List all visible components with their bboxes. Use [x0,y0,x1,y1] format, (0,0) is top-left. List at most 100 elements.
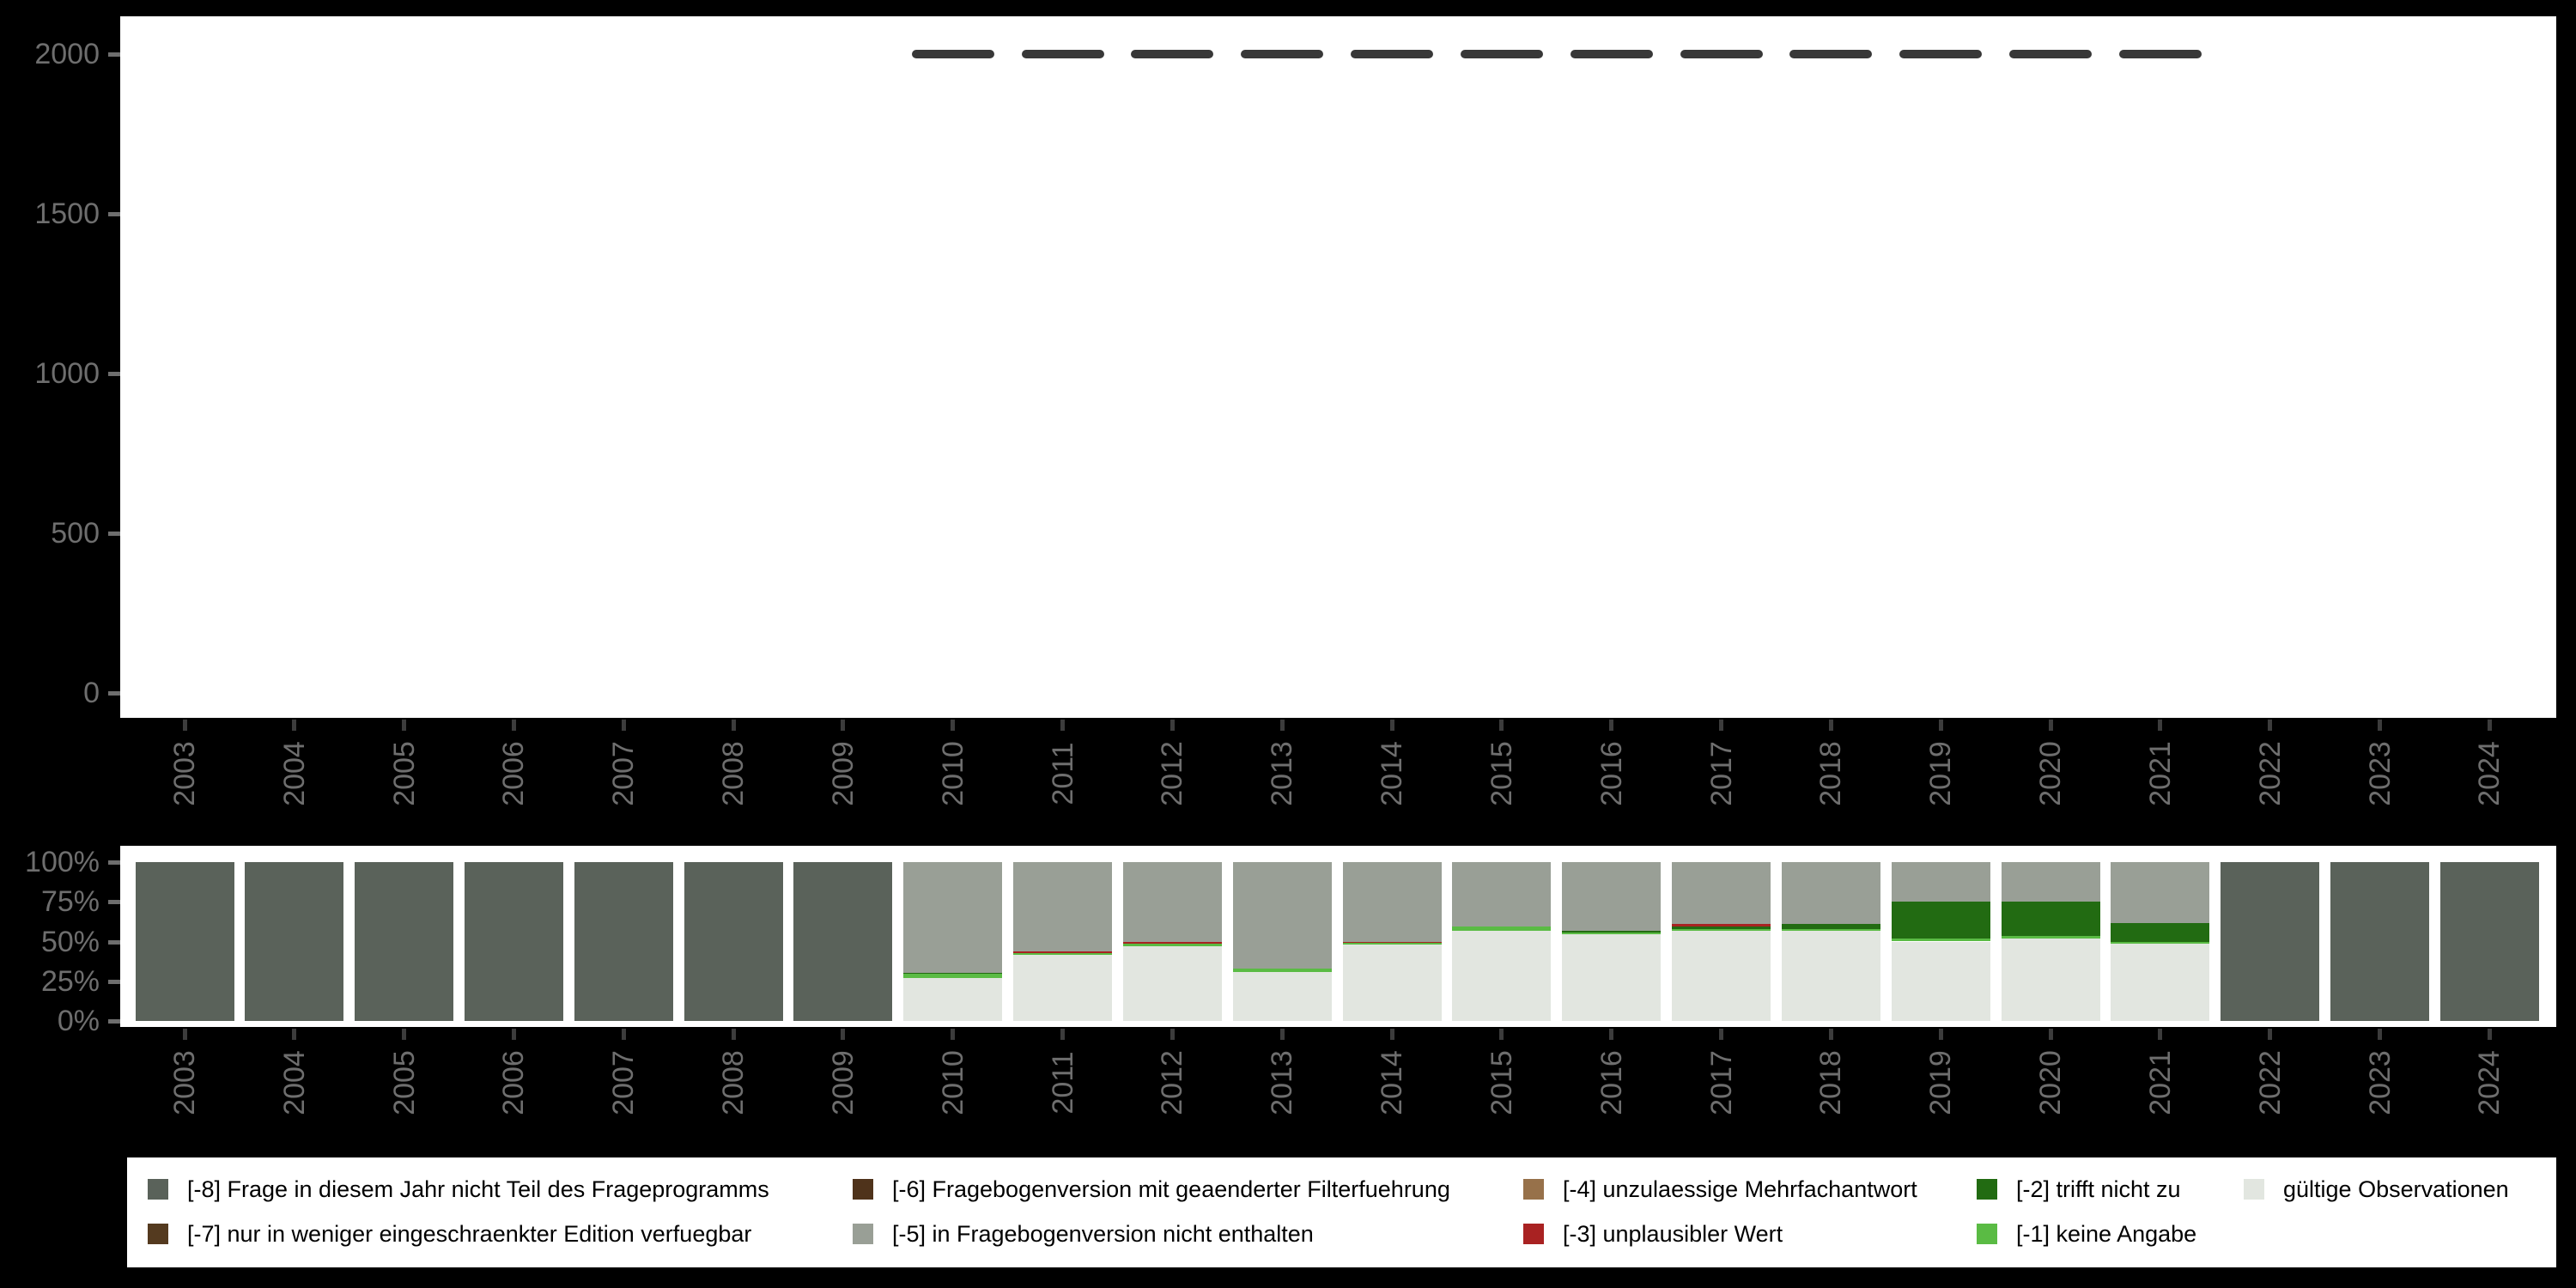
bottom-y-tick [108,900,120,905]
bottom-x-tick [1499,1029,1504,1040]
segment--8-2003 [135,862,234,1021]
observation-count-marker [1570,50,1653,58]
legend-swatch--3 [1523,1224,1544,1244]
observation-count-marker [2118,50,2202,58]
segment--1-2016 [1562,933,1662,935]
top-x-tick [2158,720,2163,731]
bar-2022 [2221,862,2320,1021]
segment--1-2020 [2001,936,2100,939]
top-x-label: 2015 [1485,741,1518,806]
top-x-label: 2012 [1156,741,1189,806]
bottom-x-tick [1060,1029,1066,1040]
segment--2-2010 [903,972,1003,975]
segment--5-2013 [1232,862,1332,969]
bottom-x-tick [2487,1029,2492,1040]
bottom-y-tick-label: 75% [40,885,100,919]
bar-2008 [683,862,783,1021]
legend-label-valid: gültige Observationen [2283,1176,2509,1202]
bottom-x-label: 2024 [2473,1050,2506,1115]
top-x-label: 2003 [168,741,201,806]
observation-count-marker [911,50,994,58]
legend-swatch--8 [148,1179,168,1200]
bar-2009 [793,862,893,1021]
bottom-y-tick-label: 100% [25,846,100,878]
bar-2018 [1781,862,1880,1021]
segment--8-2006 [464,862,563,1021]
segment-valid-2021 [2111,944,2210,1021]
bottom-y-tick [108,979,120,984]
legend-swatch--5 [853,1224,873,1244]
segment-valid-2013 [1232,971,1332,1021]
top-x-label: 2022 [2253,741,2287,806]
observation-count-marker [1351,50,1434,58]
legend-label--2: [-2] trifft nicht zu [2016,1176,2181,1202]
top-x-tick [951,720,956,731]
segment--8-2008 [683,862,783,1021]
top-y-tick-label: 2000 [34,38,100,70]
top-x-tick [2048,720,2053,731]
bottom-x-label: 2008 [717,1050,750,1115]
bar-2023 [2330,862,2430,1021]
top-x-tick [292,720,297,731]
legend-label--8: [-8] Frage in diesem Jahr nicht Teil des… [187,1176,769,1202]
segment-valid-2011 [1013,955,1113,1021]
top-x-label: 2010 [936,741,969,806]
top-x-label: 2013 [1266,741,1299,806]
segment--2-2021 [2111,923,2210,943]
bar-2012 [1122,862,1222,1021]
bar-2013 [1232,862,1332,1021]
bar-2006 [464,862,563,1021]
top-x-label: 2004 [277,741,311,806]
bar-2005 [355,862,454,1021]
bar-2016 [1562,862,1662,1021]
bottom-x-label: 2006 [497,1050,531,1115]
bottom-x-label: 2021 [2143,1050,2177,1115]
top-x-tick [621,720,626,731]
observation-count-marker [1021,50,1104,58]
bar-2004 [245,862,344,1021]
segment--5-2020 [2001,862,2100,902]
segment--5-2018 [1781,862,1880,925]
bottom-x-tick [1719,1029,1724,1040]
bottom-x-tick [2378,1029,2383,1040]
segment--3-2017 [1672,924,1771,927]
bar-2020 [2001,862,2100,1021]
segment--5-2019 [1891,862,1990,902]
segment--5-2014 [1342,862,1442,942]
bottom-x-tick [2268,1029,2273,1040]
legend-swatch--1 [1977,1224,1997,1244]
top-x-tick [1609,720,1614,731]
bottom-y-tick [108,939,120,945]
segment--1-2013 [1232,968,1332,972]
bottom-x-label: 2009 [826,1050,860,1115]
segment-valid-2015 [1452,930,1552,1021]
bottom-x-tick [292,1029,297,1040]
frequency-chart-panel [120,16,2556,718]
bar-2017 [1672,862,1771,1021]
top-y-tick-label: 1500 [34,197,100,230]
segment--5-2012 [1122,862,1222,942]
bottom-y-tick-label: 50% [40,925,100,958]
bottom-y-tick-label: 25% [40,964,100,998]
segment--8-2024 [2439,862,2539,1021]
top-x-label: 2019 [1924,741,1958,806]
bar-2015 [1452,862,1552,1021]
top-y-tick [108,372,120,376]
bottom-x-tick [402,1029,407,1040]
top-y-tick [108,212,120,216]
top-x-label: 2008 [717,741,750,806]
legend [127,1157,2556,1267]
top-y-tick [108,532,120,536]
top-x-label: 2024 [2473,741,2506,806]
bottom-y-tick [108,860,120,865]
top-x-label: 2017 [1704,741,1738,806]
top-y-tick-label: 1000 [34,357,100,390]
top-x-tick [1279,720,1285,731]
segment--1-2011 [1013,953,1113,956]
legend-label--1: [-1] keine Angabe [2016,1221,2197,1247]
bar-2010 [903,862,1003,1021]
segment--8-2007 [574,862,673,1021]
bottom-x-tick [1170,1029,1175,1040]
bottom-x-label: 2013 [1266,1050,1299,1115]
segment-valid-2017 [1672,930,1771,1021]
